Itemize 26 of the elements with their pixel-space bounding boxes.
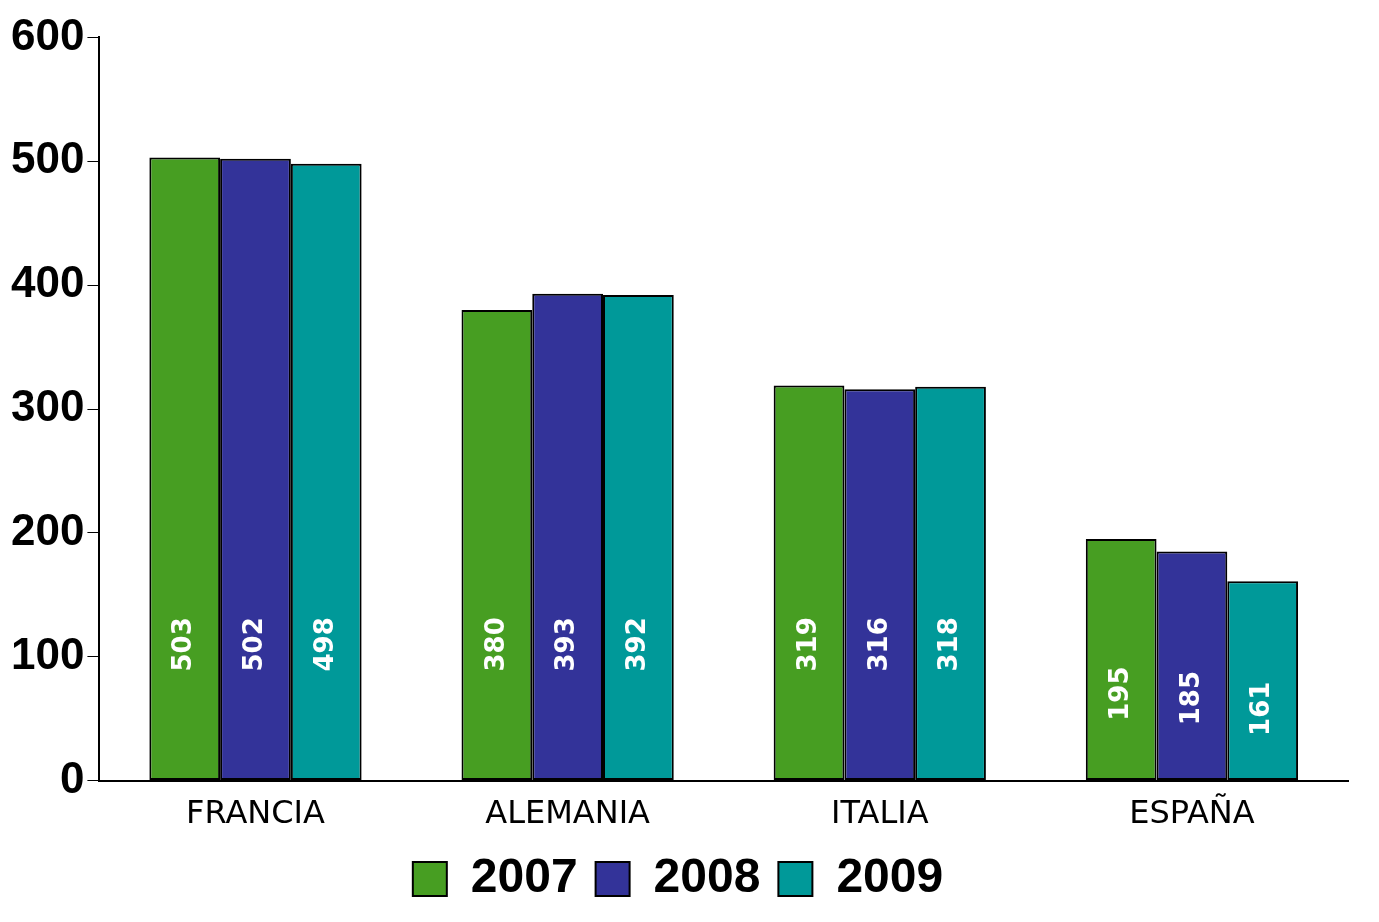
y-tick-label: 200 <box>10 505 85 555</box>
data-label: 503 <box>167 617 198 672</box>
x-tick-label: ALEMANIA <box>485 793 651 832</box>
data-label: 502 <box>238 617 269 672</box>
x-tick-label: FRANCIA <box>186 793 326 832</box>
data-label: 161 <box>1245 681 1276 736</box>
y-tick-label: 500 <box>10 133 85 183</box>
data-label: 319 <box>791 617 822 672</box>
y-tick-label: 0 <box>59 752 85 802</box>
y-tick-label: 100 <box>10 628 85 678</box>
data-label: 498 <box>308 617 339 672</box>
legend-label: 2009 <box>836 849 944 903</box>
data-label: 318 <box>933 617 964 672</box>
legend-label: 2007 <box>470 849 578 903</box>
x-tick-label: ITALIA <box>831 793 929 832</box>
x-tick-label: ESPAÑA <box>1129 793 1255 832</box>
data-label: 316 <box>862 617 893 672</box>
data-label: 392 <box>621 617 652 672</box>
data-label: 195 <box>1103 666 1134 721</box>
data-label: 185 <box>1174 670 1205 726</box>
legend-label: 2008 <box>653 849 761 903</box>
y-tick-label: 300 <box>10 381 85 431</box>
y-tick-label: 600 <box>10 9 85 59</box>
y-tick-label: 400 <box>10 257 85 307</box>
data-label: 380 <box>479 617 510 672</box>
data-label: 393 <box>550 617 581 672</box>
